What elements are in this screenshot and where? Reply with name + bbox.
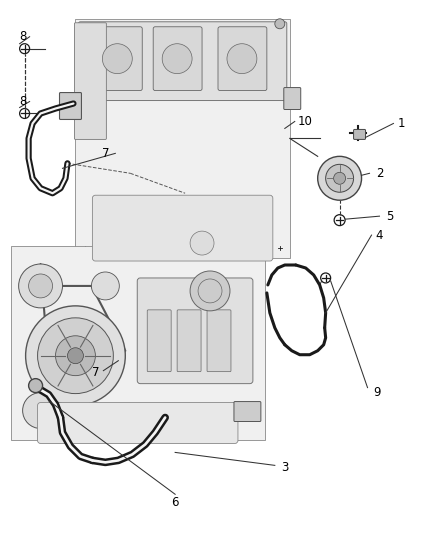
Circle shape [318, 156, 361, 200]
FancyBboxPatch shape [147, 310, 171, 372]
Text: 8: 8 [19, 30, 26, 43]
Text: 5: 5 [386, 209, 393, 223]
Circle shape [190, 231, 214, 255]
Circle shape [162, 44, 192, 74]
Text: 4: 4 [376, 229, 383, 241]
Circle shape [326, 164, 353, 192]
FancyBboxPatch shape [284, 87, 301, 109]
Circle shape [334, 172, 346, 184]
Circle shape [102, 44, 132, 74]
Text: 1: 1 [398, 117, 405, 130]
FancyBboxPatch shape [38, 402, 238, 443]
FancyBboxPatch shape [177, 310, 201, 372]
Circle shape [227, 44, 257, 74]
Circle shape [25, 306, 125, 406]
Circle shape [38, 318, 113, 393]
Circle shape [19, 264, 63, 308]
Text: 6: 6 [171, 496, 179, 509]
Circle shape [67, 348, 83, 364]
Text: 3: 3 [281, 461, 289, 474]
FancyBboxPatch shape [60, 93, 81, 119]
Text: 10: 10 [297, 115, 312, 128]
FancyBboxPatch shape [153, 27, 202, 91]
Text: 8: 8 [19, 95, 26, 108]
Text: 7: 7 [92, 366, 99, 379]
FancyBboxPatch shape [78, 22, 287, 101]
FancyBboxPatch shape [353, 130, 366, 140]
Bar [75, 19, 290, 258]
Text: 7: 7 [102, 147, 109, 160]
Circle shape [56, 336, 95, 376]
FancyBboxPatch shape [92, 195, 273, 261]
Text: 2: 2 [376, 167, 383, 180]
Circle shape [190, 271, 230, 311]
FancyBboxPatch shape [218, 27, 267, 91]
FancyBboxPatch shape [74, 23, 106, 140]
Circle shape [23, 393, 59, 429]
Bar [11, 246, 265, 440]
FancyBboxPatch shape [93, 27, 142, 91]
FancyBboxPatch shape [207, 310, 231, 372]
Circle shape [92, 272, 119, 300]
Circle shape [275, 19, 285, 29]
Text: 9: 9 [374, 386, 381, 399]
Circle shape [28, 378, 42, 393]
FancyBboxPatch shape [234, 401, 261, 422]
Circle shape [28, 274, 53, 298]
FancyBboxPatch shape [137, 278, 253, 384]
